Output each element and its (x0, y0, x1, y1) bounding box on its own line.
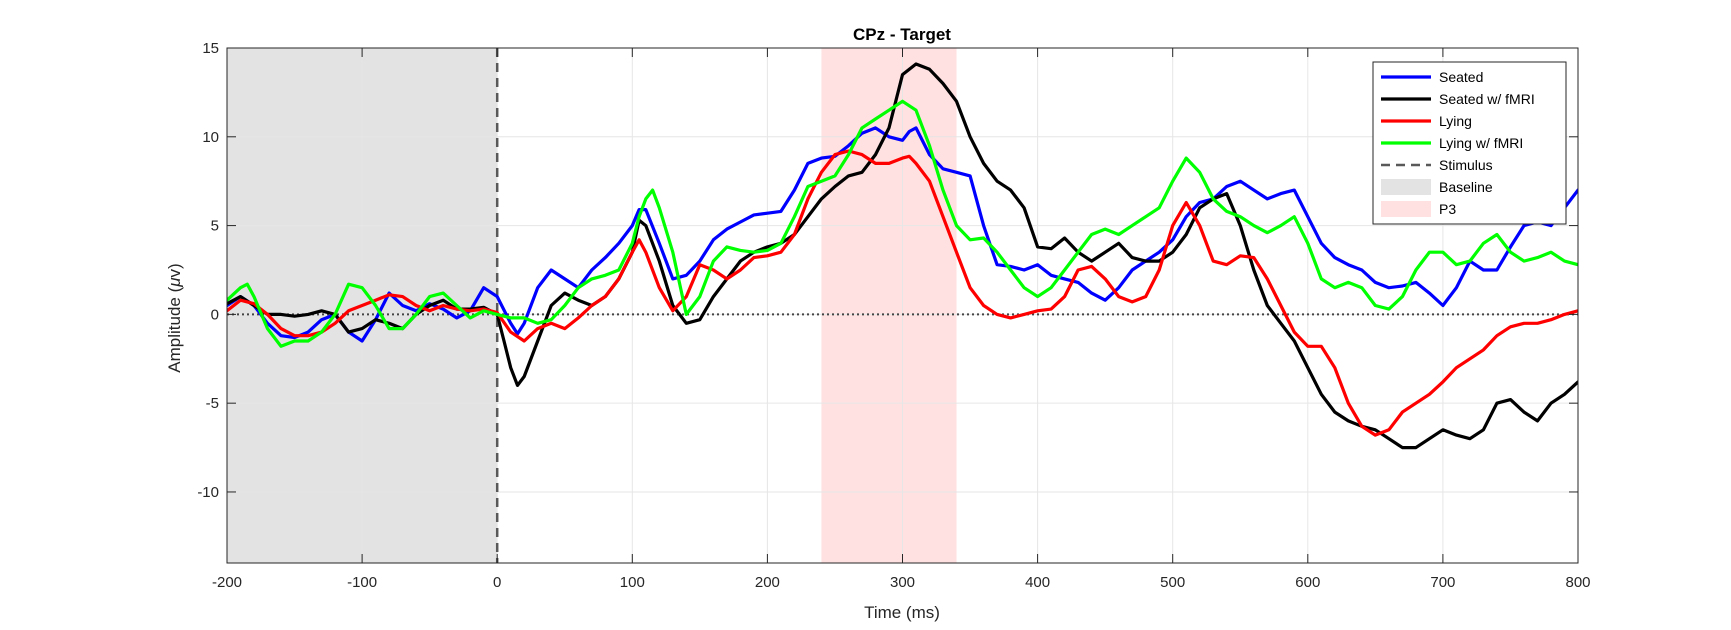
x-tick-label: 700 (1430, 574, 1455, 591)
y-tick-labels: -10 -5 0 5 10 15 (197, 40, 219, 501)
y-tick-label: -10 (197, 484, 219, 501)
x-tick-label: 600 (1295, 574, 1320, 591)
x-tick-label: -200 (212, 574, 242, 591)
x-tick-labels: -200 -100 0 100 200 300 400 500 600 700 800 (212, 574, 1591, 591)
series-line-3 (227, 99, 1578, 348)
y-tick-label: -5 (206, 395, 219, 412)
x-tick-label: 0 (493, 574, 501, 591)
x-tick-label: 500 (1160, 574, 1185, 591)
legend-label-4: Stimulus (1439, 157, 1493, 173)
x-tick-label: 800 (1565, 574, 1590, 591)
x-tick-label: 400 (1025, 574, 1050, 591)
y-tick-label: 10 (202, 129, 219, 146)
legend: Seated Seated w/ fMRI Lying Lying w/ fMRI St… (1372, 61, 1567, 225)
x-tick-label: 200 (755, 574, 780, 591)
y-axis-label-suffix: v) (165, 263, 184, 277)
legend-label-3: Lying w/ fMRI (1439, 135, 1523, 151)
y-axis-label-prefix: Amplitude ( (165, 286, 184, 372)
legend-swatch-5 (1381, 179, 1431, 195)
x-tick-label: 300 (890, 574, 915, 591)
chart-title: CPz - Target (853, 25, 951, 44)
y-axis-label: Amplitude (μv) (165, 263, 184, 372)
legend-label-1: Seated w/ fMRI (1439, 91, 1535, 107)
series-lines (227, 62, 1578, 450)
y-tick-label: 5 (211, 218, 219, 235)
y-axis-label-mu: μ (165, 277, 184, 288)
series-line-2 (227, 149, 1578, 437)
y-tick-label: 0 (211, 306, 219, 323)
legend-label-5: Baseline (1439, 179, 1493, 195)
axes (226, 47, 1579, 564)
legend-label-0: Seated (1439, 69, 1483, 85)
x-tick-label: 100 (620, 574, 645, 591)
x-tick-label: -100 (347, 574, 377, 591)
y-tick-label: 15 (202, 40, 219, 57)
legend-swatch-6 (1381, 201, 1431, 217)
legend-label-6: P3 (1439, 201, 1456, 217)
p3-region (821, 48, 957, 563)
legend-label-2: Lying (1439, 113, 1472, 129)
series-line-0 (227, 126, 1578, 343)
x-axis-label: Time (ms) (864, 603, 940, 622)
